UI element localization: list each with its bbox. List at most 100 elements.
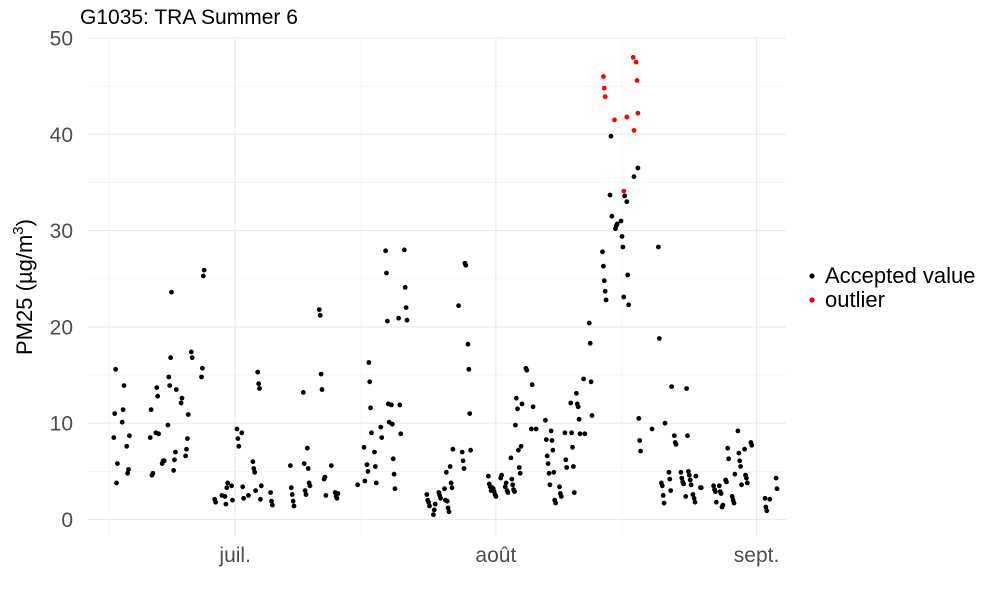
accepted-point [499, 472, 504, 478]
accepted-point [519, 401, 525, 407]
accepted-point [456, 303, 461, 309]
accepted-point [185, 412, 191, 417]
accepted-point [621, 294, 627, 300]
accepted-point [551, 469, 557, 475]
outlier-point [634, 78, 640, 83]
accepted-point [442, 486, 447, 492]
accepted-point [167, 383, 173, 388]
accepted-point [468, 447, 473, 453]
accepted-point [124, 443, 130, 449]
accepted-point [589, 413, 595, 418]
accepted-point [638, 448, 643, 454]
accepted-point [515, 406, 520, 412]
accepted-point [763, 504, 769, 510]
outlier-point [624, 114, 630, 120]
accepted-point [557, 484, 562, 490]
accepted-point [121, 383, 127, 388]
accepted-point [446, 509, 452, 515]
accepted-point [303, 492, 309, 497]
outlier-point [633, 59, 639, 65]
accepted-point [188, 349, 194, 355]
accepted-point [115, 461, 120, 466]
accepted-point [693, 473, 699, 479]
accepted-point [389, 421, 395, 427]
accepted-point [147, 435, 153, 440]
accepted-point [513, 422, 518, 428]
legend: Accepted value outlier [809, 263, 975, 312]
accepted-point [618, 218, 624, 224]
accepted-point [749, 442, 755, 448]
accepted-point [304, 445, 310, 451]
accepted-point [365, 469, 371, 474]
outlier-point [630, 54, 636, 60]
accepted-point [571, 464, 576, 469]
accepted-point [183, 453, 189, 459]
accepted-point [355, 482, 361, 488]
accepted-point [403, 305, 409, 310]
accepted-point [624, 199, 630, 205]
accepted-point [379, 435, 385, 440]
accepted-point [241, 495, 247, 501]
accepted-point [577, 431, 583, 437]
accepted-point [322, 474, 328, 480]
outlier-point [635, 110, 641, 116]
accepted-point [369, 430, 374, 436]
accepted-point [268, 490, 273, 495]
accepted-point [189, 355, 195, 361]
accepted-point [449, 485, 455, 491]
outlier-point [602, 94, 608, 100]
accepted-point [518, 443, 524, 449]
accepted-point [729, 494, 735, 499]
accepted-point [251, 466, 257, 471]
y-tick-label: 50 [50, 28, 73, 51]
accepted-point [635, 165, 641, 171]
accepted-point [318, 371, 324, 377]
y-tick-label: 20 [50, 316, 73, 339]
accepted-point [448, 480, 454, 486]
outlier-point [621, 188, 627, 194]
accepted-point [764, 508, 770, 514]
accepted-point [166, 374, 172, 380]
chart-title: G1035: TRA Summer 6 [80, 6, 298, 29]
accepted-point [401, 247, 407, 253]
accepted-point [711, 483, 716, 489]
accepted-point [716, 483, 722, 489]
accepted-point [619, 234, 625, 239]
accepted-point [432, 501, 438, 507]
outlier-point [601, 85, 607, 91]
accepted-point [626, 302, 631, 308]
accepted-point [637, 438, 643, 443]
accepted-point [171, 468, 177, 473]
accepted-point [230, 497, 235, 503]
accepted-point [362, 478, 368, 484]
accepted-point [512, 489, 517, 494]
accepted-point [126, 467, 131, 472]
accepted-point [731, 500, 737, 506]
accepted-point [389, 402, 394, 408]
accepted-point [289, 492, 295, 497]
accepted-point [586, 320, 592, 326]
accepted-point [767, 496, 773, 502]
accepted-point [543, 417, 548, 423]
accepted-point [156, 431, 162, 437]
accepted-point [236, 443, 242, 449]
accepted-point [316, 307, 322, 312]
accepted-point [742, 446, 747, 452]
accepted-point [235, 436, 241, 441]
accepted-point [625, 272, 631, 278]
accepted-point [161, 458, 167, 464]
accepted-point [378, 424, 384, 430]
accepted-point [607, 192, 613, 198]
accepted-point [724, 479, 729, 485]
accepted-point [168, 355, 174, 361]
accepted-point [323, 493, 329, 498]
accepted-point [690, 492, 696, 497]
accepted-point [713, 489, 718, 494]
accepted-point [685, 433, 690, 439]
accepted-point [300, 390, 306, 395]
accepted-point [426, 499, 431, 505]
accepted-point [608, 133, 614, 139]
accepted-point [223, 501, 229, 507]
accepted-point [575, 404, 581, 410]
accepted-point [173, 449, 178, 455]
